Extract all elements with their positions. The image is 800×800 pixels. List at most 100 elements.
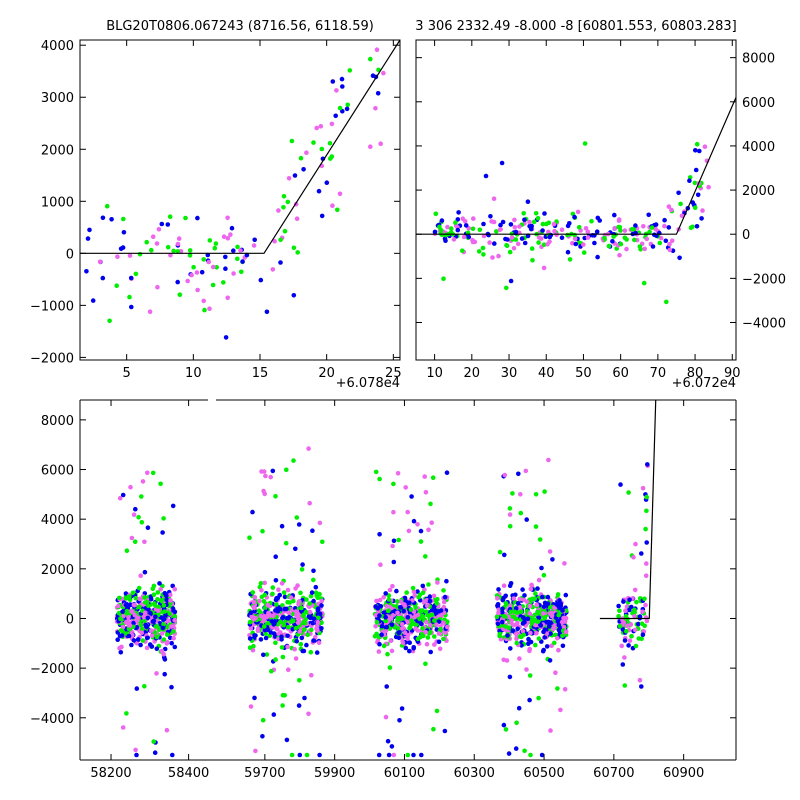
panel-top-left: BLG20T0806.067243 (8716.56, 6118.59) 5 10… bbox=[30, 19, 402, 391]
panel-top-left-x-tick-label: 10 bbox=[185, 366, 202, 381]
panel-top-right-point bbox=[527, 219, 532, 225]
panel-bottom-point bbox=[302, 620, 308, 626]
panel-bottom-y-tick-label: 2000 bbox=[41, 563, 74, 578]
panel-bottom-point bbox=[131, 620, 136, 626]
panel-bottom-point bbox=[626, 643, 631, 648]
panel-bottom-point bbox=[557, 598, 562, 603]
panel-bottom-point bbox=[247, 535, 252, 540]
panel-bottom-point bbox=[153, 614, 158, 620]
panel-bottom-point bbox=[280, 654, 286, 660]
panel-bottom-point bbox=[617, 608, 622, 614]
panel-bottom-point bbox=[444, 578, 449, 584]
panel-top-right-point bbox=[497, 227, 503, 232]
panel-bottom-point bbox=[273, 657, 278, 662]
panel-bottom-point bbox=[282, 594, 288, 600]
panel-bottom-point bbox=[528, 586, 534, 592]
panel-bottom-point bbox=[260, 717, 266, 723]
panel-top-left-point bbox=[282, 228, 288, 234]
panel-bottom-point bbox=[622, 655, 627, 660]
panel-bottom-point bbox=[150, 470, 156, 476]
panel-top-right-point bbox=[432, 229, 438, 235]
panel-top-right-point bbox=[453, 220, 458, 225]
panel-bottom-point bbox=[391, 538, 397, 544]
panel-bottom-point bbox=[495, 621, 501, 627]
panel-bottom-point bbox=[315, 619, 321, 625]
panel-bottom-point bbox=[411, 752, 416, 758]
panel-top-left-point bbox=[210, 282, 216, 288]
panel-bottom-points bbox=[114, 446, 650, 758]
panel-bottom-point bbox=[273, 494, 278, 499]
panel-top-right-point bbox=[541, 242, 547, 247]
panel-top-right-point bbox=[582, 141, 588, 146]
panel-bottom-point bbox=[134, 618, 140, 624]
panel-bottom-point bbox=[153, 624, 159, 629]
panel-bottom-point bbox=[280, 615, 286, 620]
panel-bottom-point bbox=[562, 687, 568, 692]
panel-bottom-point bbox=[140, 627, 145, 632]
panel-bottom-point bbox=[541, 629, 546, 635]
panel-bottom-point bbox=[642, 596, 647, 602]
panel-top-left-point bbox=[156, 227, 162, 232]
panel-top-right-point bbox=[629, 226, 635, 232]
panel-bottom-point bbox=[381, 643, 387, 649]
panel-bottom-point bbox=[151, 592, 157, 597]
panel-top-right-point bbox=[519, 236, 525, 241]
panel-top-left-point bbox=[187, 248, 193, 253]
panel-bottom-point bbox=[299, 567, 305, 572]
panel-bottom-point bbox=[152, 630, 158, 635]
panel-bottom-point bbox=[373, 624, 378, 629]
panel-bottom-point bbox=[429, 612, 435, 618]
panel-bottom-point bbox=[377, 641, 382, 647]
panel-bottom-point bbox=[144, 624, 150, 630]
panel-bottom-point bbox=[632, 607, 637, 613]
panel-top-right-point bbox=[505, 237, 510, 242]
panel-bottom-point bbox=[167, 611, 172, 616]
panel-bottom-point bbox=[496, 610, 501, 616]
panel-bottom-point bbox=[372, 634, 378, 639]
panel-bottom-point bbox=[394, 588, 399, 594]
panel-bottom-point bbox=[562, 561, 567, 566]
panel-bottom-point bbox=[502, 552, 507, 558]
panel-top-right-point bbox=[439, 218, 445, 223]
panel-bottom-point bbox=[627, 638, 633, 643]
panel-top-right-point bbox=[551, 221, 557, 227]
panel-bottom-point bbox=[170, 752, 175, 758]
panel-top-left-x-tick-label: 20 bbox=[318, 366, 335, 381]
panel-bottom-point bbox=[620, 662, 626, 667]
panel-top-right-point bbox=[583, 226, 589, 231]
panel-bottom-point bbox=[556, 627, 562, 633]
panel-bottom-point bbox=[156, 608, 161, 614]
panel-top-right-point bbox=[646, 212, 651, 218]
panel-bottom-point bbox=[622, 683, 628, 688]
panel-bottom-point bbox=[520, 587, 525, 592]
panel-bottom-point bbox=[632, 587, 638, 593]
panel-bottom-point bbox=[432, 642, 437, 647]
panel-top-right-y-tick-label: 2000 bbox=[742, 184, 775, 199]
panel-top-left-y-ticks: −2000 −1000 0 1000 2000 3000 4000 bbox=[30, 39, 400, 366]
panel-bottom-point bbox=[409, 620, 415, 625]
panel-bottom-point bbox=[527, 673, 533, 678]
panel-bottom-point bbox=[373, 612, 379, 618]
panel-top-left-point bbox=[121, 216, 126, 222]
panel-top-right-point bbox=[641, 280, 647, 286]
panel-bottom-point bbox=[645, 462, 650, 467]
panel-top-left-point bbox=[289, 138, 295, 144]
panel-bottom-point bbox=[145, 525, 151, 530]
panel-top-right-y-tick-label: 8000 bbox=[742, 52, 775, 67]
panel-bottom-point bbox=[168, 598, 173, 603]
panel-top-right-x-tick-label: 90 bbox=[724, 366, 741, 381]
panel-bottom-y-tick-label: 6000 bbox=[41, 464, 74, 479]
panel-bottom-point bbox=[524, 517, 529, 522]
panel-bottom-point bbox=[643, 526, 648, 532]
panel-bottom-point bbox=[158, 587, 163, 592]
panel-bottom-point bbox=[265, 602, 271, 608]
panel-bottom-point bbox=[142, 569, 148, 575]
panel-top-right-point bbox=[572, 232, 577, 238]
panel-bottom-point bbox=[145, 470, 150, 476]
panel-top-right-point bbox=[642, 246, 647, 252]
panel-bottom-point bbox=[273, 554, 279, 559]
panel-bottom-point bbox=[133, 747, 138, 753]
panel-bottom-point bbox=[560, 608, 565, 613]
panel-bottom-point bbox=[545, 601, 551, 606]
panel-bottom-point bbox=[377, 476, 382, 482]
